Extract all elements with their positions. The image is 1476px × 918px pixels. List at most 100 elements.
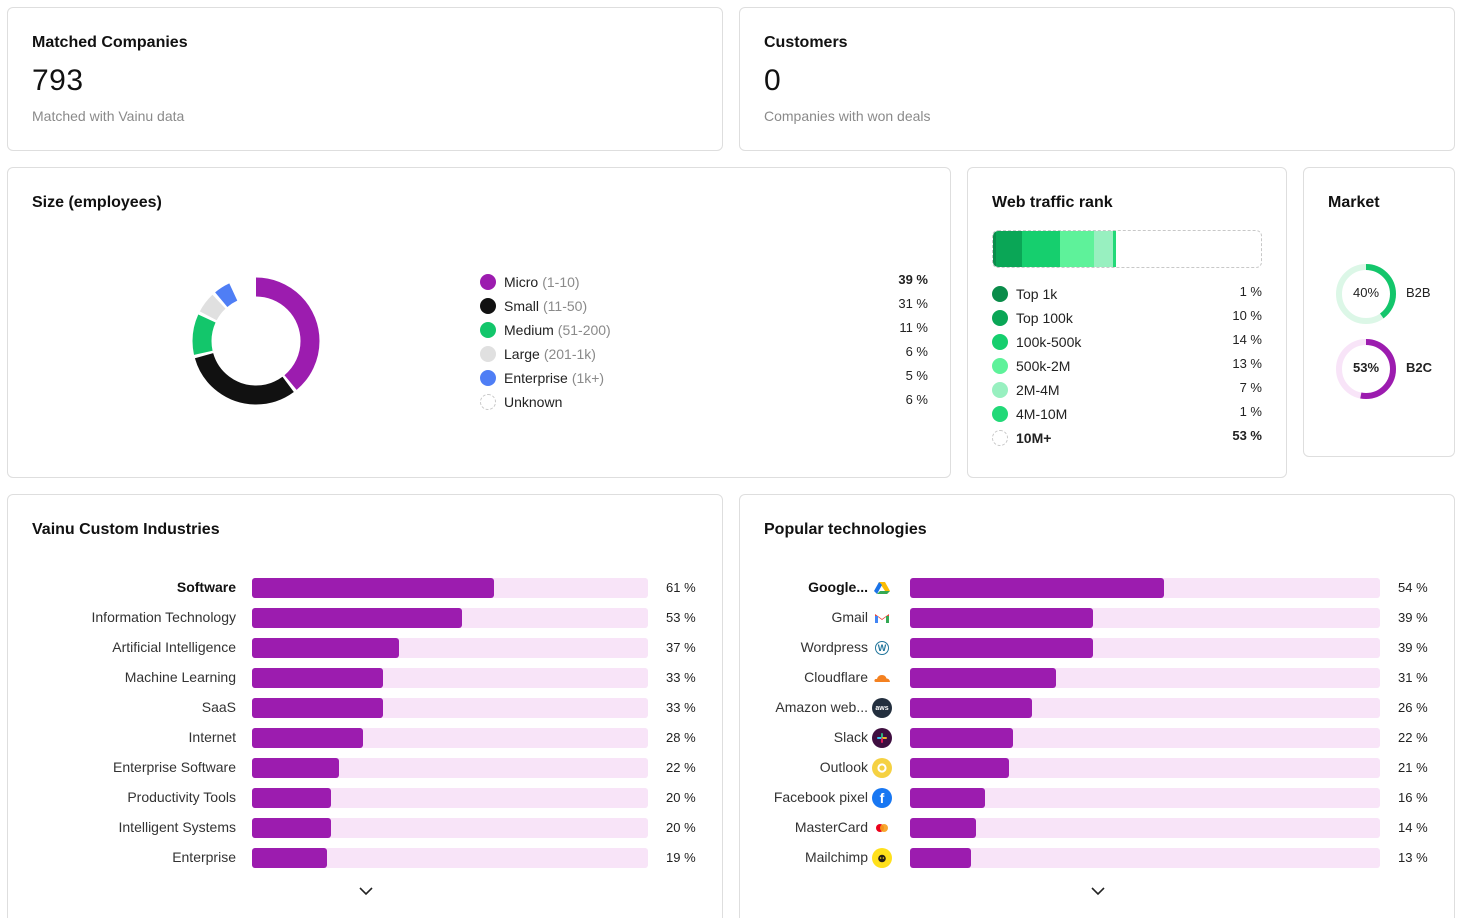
legend-value: 10 % bbox=[1232, 308, 1262, 323]
industry-row[interactable]: Intelligent Systems 20 % bbox=[8, 817, 724, 839]
legend-label: 100k-500k bbox=[1016, 334, 1082, 350]
bar-label: Information Technology bbox=[91, 609, 237, 625]
bar-label: Machine Learning bbox=[124, 669, 236, 685]
industry-row[interactable]: Machine Learning 33 % bbox=[8, 667, 724, 689]
technology-row[interactable]: Google... 54 % bbox=[740, 577, 1456, 599]
legend-dot bbox=[992, 286, 1008, 302]
industry-row[interactable]: SaaS 33 % bbox=[8, 697, 724, 719]
legend-range: (11-50) bbox=[543, 298, 588, 314]
traffic-segment bbox=[1059, 231, 1095, 267]
donut-segment-micro bbox=[192, 277, 320, 405]
bar-percent: 26 % bbox=[1398, 700, 1428, 715]
bar-percent: 22 % bbox=[666, 760, 696, 775]
ring-progress bbox=[1336, 339, 1396, 399]
technology-row[interactable]: Slack 22 % bbox=[740, 727, 1456, 749]
bar-label: Intelligent Systems bbox=[118, 819, 237, 835]
technology-row[interactable]: Facebook pixel f 16 % bbox=[740, 787, 1456, 809]
industries-bar-list: Software 61 % Information Technology 53 % Ar… bbox=[8, 577, 724, 877]
bar-label: MasterCard bbox=[794, 819, 868, 835]
technology-row[interactable]: Amazon web... aws 26 % bbox=[740, 697, 1456, 719]
industry-row[interactable]: Internet 28 % bbox=[8, 727, 724, 749]
bar-label: Wordpress bbox=[800, 639, 868, 655]
bar-fill bbox=[252, 818, 332, 838]
technology-row[interactable]: Gmail 39 % bbox=[740, 607, 1456, 629]
legend-label: Small bbox=[504, 298, 540, 314]
legend-value: 31 % bbox=[898, 296, 928, 311]
traffic-legend-item: Top 100k 10 % bbox=[992, 308, 1262, 328]
bar-track bbox=[910, 728, 1380, 748]
card-title: Popular technologies bbox=[764, 521, 927, 538]
bar-percent: 21 % bbox=[1398, 760, 1428, 775]
bar-percent: 31 % bbox=[1398, 670, 1428, 685]
bar-percent: 61 % bbox=[666, 580, 696, 595]
legend-range: (1-10) bbox=[542, 274, 580, 290]
bar-label: Facebook pixel bbox=[773, 789, 868, 805]
bar-track bbox=[252, 728, 648, 748]
bar-label: Amazon web... bbox=[775, 699, 868, 715]
technology-row[interactable]: Wordpress W 39 % bbox=[740, 637, 1456, 659]
traffic-segment bbox=[1113, 231, 1116, 267]
technology-row[interactable]: Cloudflare 31 % bbox=[740, 667, 1456, 689]
bar-track bbox=[252, 788, 648, 808]
bar-fill bbox=[910, 728, 1014, 748]
customers-card: Customers 0 Companies with won deals bbox=[739, 7, 1455, 151]
industry-row[interactable]: Enterprise 19 % bbox=[8, 847, 724, 869]
legend-label: Enterprise bbox=[504, 370, 568, 386]
traffic-segment bbox=[1022, 231, 1060, 267]
chevron-down-icon[interactable] bbox=[358, 883, 374, 899]
aws-icon: aws bbox=[872, 698, 892, 718]
bar-fill bbox=[252, 608, 462, 628]
bar-track bbox=[910, 608, 1380, 628]
legend-dot bbox=[992, 358, 1008, 374]
legend-dot bbox=[992, 310, 1008, 326]
industry-row[interactable]: Information Technology 53 % bbox=[8, 607, 724, 629]
matched-companies-card: Matched Companies 793 Matched with Vainu… bbox=[7, 7, 723, 151]
bar-track bbox=[910, 848, 1380, 868]
legend-value: 6 % bbox=[905, 392, 928, 407]
bar-fill bbox=[252, 638, 399, 658]
market-rings: 40% B2B 53% B2C bbox=[1334, 262, 1446, 402]
card-subtitle: Companies with won deals bbox=[764, 108, 931, 124]
legend-dot bbox=[480, 274, 496, 290]
legend-label: Top 100k bbox=[1016, 310, 1073, 326]
legend-label: Medium bbox=[504, 322, 554, 338]
bar-label: Internet bbox=[188, 729, 236, 745]
legend-value: 5 % bbox=[905, 368, 928, 383]
chevron-down-icon[interactable] bbox=[1090, 883, 1106, 899]
legend-value: 53 % bbox=[1232, 428, 1262, 443]
matched-count: 793 bbox=[32, 64, 84, 97]
legend-label: Top 1k bbox=[1016, 286, 1058, 302]
bar-percent: 39 % bbox=[1398, 640, 1428, 655]
mastercard-icon bbox=[872, 818, 892, 838]
traffic-segment bbox=[995, 231, 1023, 267]
industry-row[interactable]: Productivity Tools 20 % bbox=[8, 787, 724, 809]
technologies-bar-list: Google... 54 % Gmail 39 % Wordpress W 39 % Clou… bbox=[740, 577, 1456, 877]
traffic-segment bbox=[993, 231, 996, 267]
industry-row[interactable]: Enterprise Software 22 % bbox=[8, 757, 724, 779]
technology-row[interactable]: Outlook 21 % bbox=[740, 757, 1456, 779]
bar-percent: 20 % bbox=[666, 790, 696, 805]
industry-row[interactable]: Artificial Intelligence 37 % bbox=[8, 637, 724, 659]
customers-count: 0 bbox=[764, 64, 782, 97]
bar-fill bbox=[910, 668, 1056, 688]
legend-dot bbox=[992, 430, 1008, 446]
bar-track bbox=[252, 698, 648, 718]
legend-dot bbox=[480, 370, 496, 386]
wordpress-icon: W bbox=[875, 641, 889, 655]
ring-progress bbox=[1336, 264, 1396, 324]
technology-row[interactable]: Mailchimp 13 % bbox=[740, 847, 1456, 869]
industry-row[interactable]: Software 61 % bbox=[8, 577, 724, 599]
card-title: Customers bbox=[764, 34, 848, 51]
bar-percent: 54 % bbox=[1398, 580, 1428, 595]
gmail-icon bbox=[872, 608, 892, 628]
bar-track bbox=[252, 578, 648, 598]
bar-fill bbox=[910, 578, 1164, 598]
bar-track bbox=[252, 638, 648, 658]
bar-label: Mailchimp bbox=[804, 849, 868, 865]
technology-row[interactable]: MasterCard 14 % bbox=[740, 817, 1456, 839]
size-legend-item: Large (201-1k) 6 % bbox=[480, 344, 928, 364]
legend-label: 10M+ bbox=[1016, 430, 1052, 446]
traffic-legend-item: 4M-10M 1 % bbox=[992, 404, 1262, 424]
bar-fill bbox=[910, 788, 986, 808]
size-legend-item: Medium (51-200) 11 % bbox=[480, 320, 928, 340]
